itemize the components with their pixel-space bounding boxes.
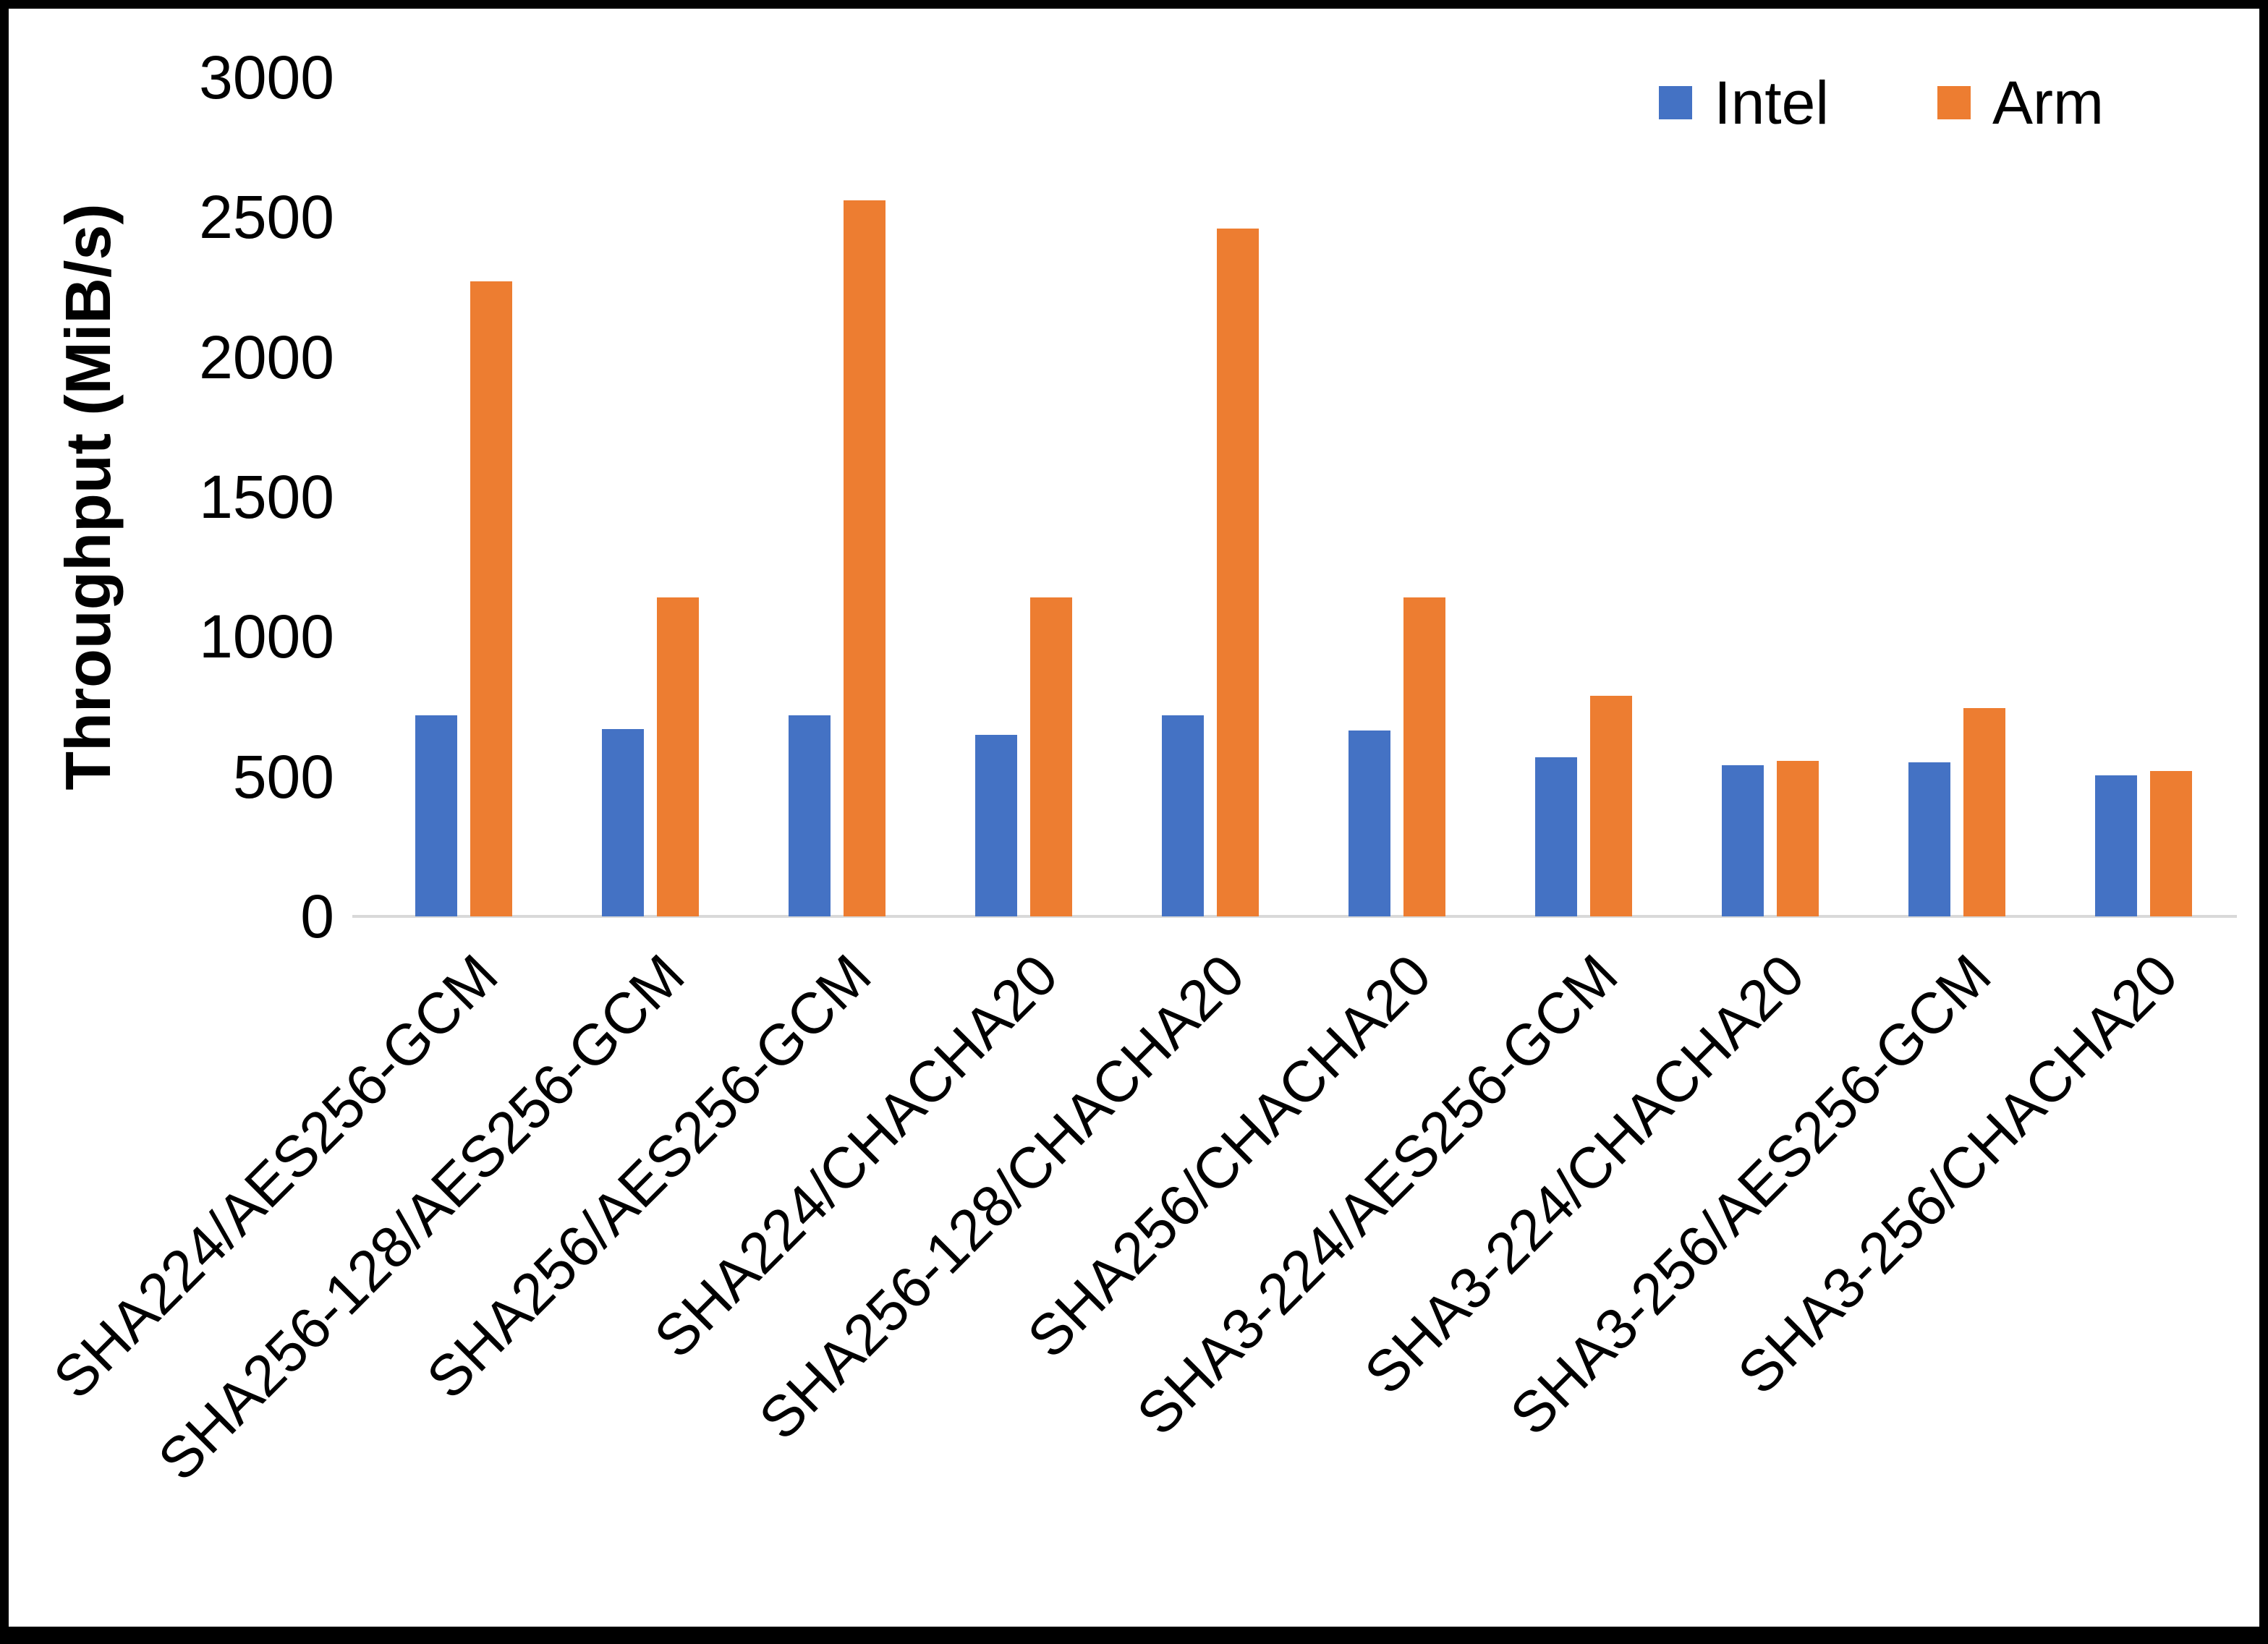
legend-item-intel: Intel bbox=[1659, 69, 1829, 136]
legend-swatch-arm-icon bbox=[1937, 86, 1971, 119]
legend-label: Arm bbox=[1992, 69, 2104, 137]
bar-intel-sha256-128/chacha20 bbox=[1162, 715, 1204, 916]
bar-intel-sha256-128/aes256-gcm bbox=[602, 729, 644, 916]
x-axis-line bbox=[352, 915, 2237, 918]
y-axis-tick-label: 2000 bbox=[199, 323, 334, 391]
y-axis-tick-label: 1500 bbox=[199, 463, 334, 531]
bar-intel-sha3-224/chacha20 bbox=[1722, 765, 1764, 916]
legend-label: Intel bbox=[1714, 69, 1830, 137]
y-axis-tick-label: 500 bbox=[232, 742, 334, 811]
y-axis-tick-label: 2500 bbox=[199, 183, 334, 252]
bar-intel-sha256/aes256-gcm bbox=[789, 715, 831, 916]
y-axis-tick-label: 0 bbox=[300, 882, 334, 950]
bar-intel-sha3-256/aes256-gcm bbox=[1908, 762, 1950, 916]
y-axis-tick-label: 3000 bbox=[199, 43, 334, 111]
bar-arm-sha3-256/chacha20 bbox=[2150, 771, 2192, 916]
bar-arm-sha256/chacha20 bbox=[1403, 597, 1445, 916]
bar-arm-sha224/chacha20 bbox=[1030, 597, 1072, 916]
bar-intel-sha224/chacha20 bbox=[975, 735, 1017, 916]
legend-item-arm: Arm bbox=[1937, 69, 2104, 136]
x-axis-category-label: SHA256-128/AES256-GCM bbox=[145, 942, 697, 1493]
bar-arm-sha256-128/chacha20 bbox=[1217, 229, 1259, 916]
bar-arm-sha3-256/aes256-gcm bbox=[1963, 708, 2005, 916]
legend: Intel Arm bbox=[1659, 69, 2104, 136]
bar-arm-sha256/aes256-gcm bbox=[844, 200, 885, 916]
bar-arm-sha224/aes256-gcm bbox=[470, 281, 512, 916]
y-axis-tick-label: 1000 bbox=[199, 602, 334, 671]
bar-arm-sha3-224/aes256-gcm bbox=[1590, 696, 1632, 916]
bar-arm-sha3-224/chacha20 bbox=[1777, 761, 1819, 916]
bar-intel-sha3-256/chacha20 bbox=[2095, 775, 2137, 916]
legend-swatch-intel-icon bbox=[1659, 86, 1693, 119]
plot-area bbox=[352, 77, 2237, 918]
bar-intel-sha3-224/aes256-gcm bbox=[1535, 757, 1577, 916]
bar-arm-sha256-128/aes256-gcm bbox=[657, 597, 699, 916]
bar-intel-sha224/aes256-gcm bbox=[415, 715, 457, 916]
bar-intel-sha256/chacha20 bbox=[1349, 731, 1390, 916]
